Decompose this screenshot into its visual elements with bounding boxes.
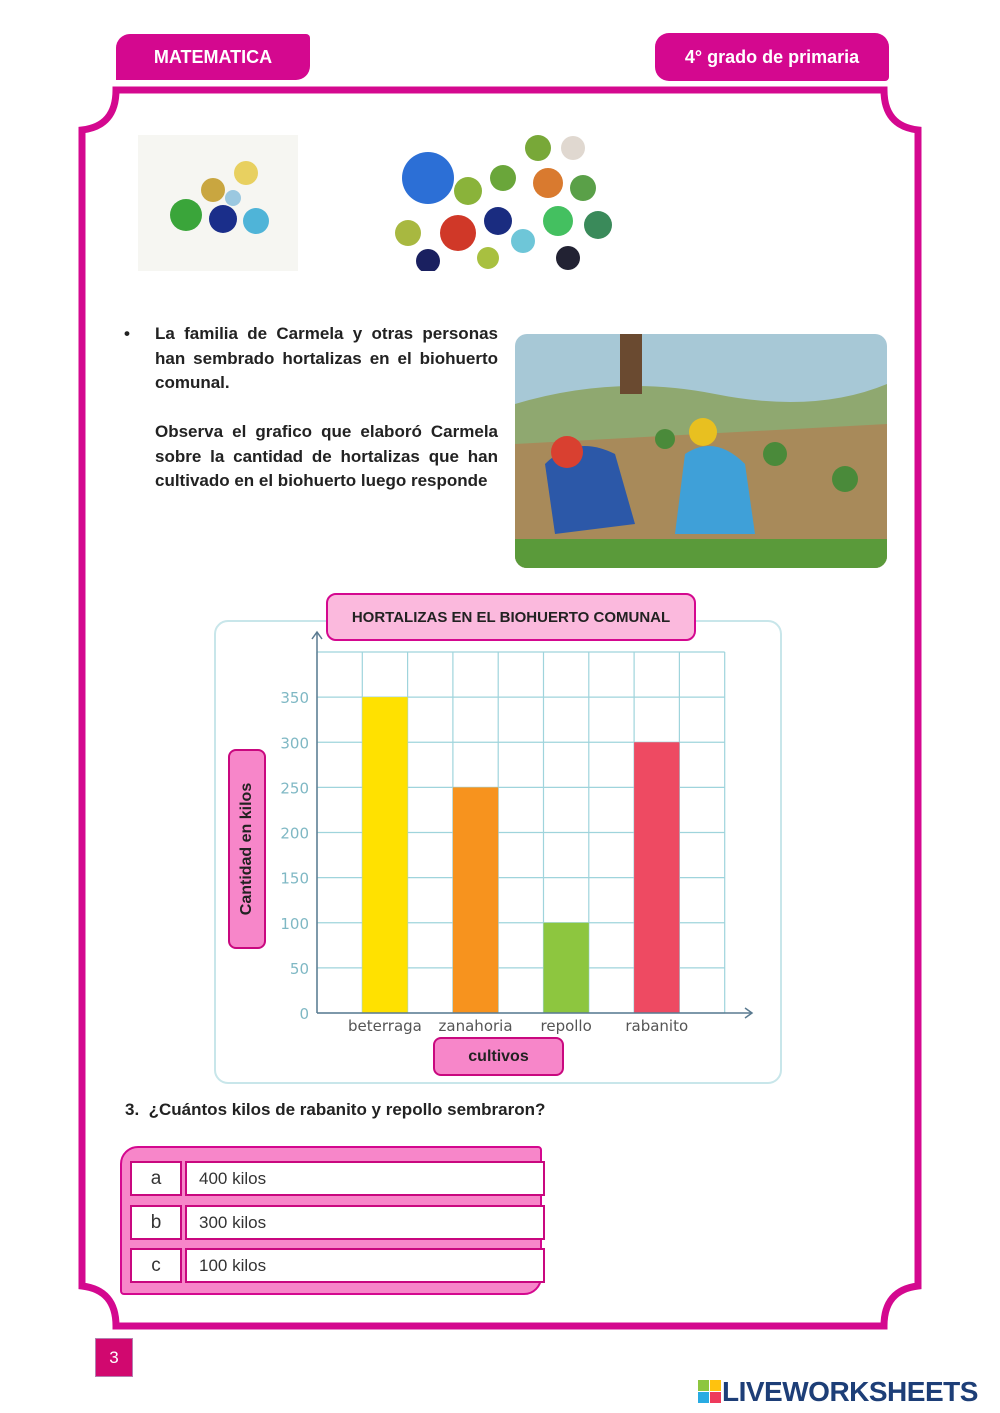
marbles-image-large: [395, 135, 612, 271]
grade-label: 4° grado de primaria: [684, 46, 860, 67]
x-tick-label: beterraga: [348, 1017, 422, 1035]
option-text: 400 kilos: [185, 1161, 545, 1196]
liveworksheets-logo: LIVEWORKSHEETS: [698, 1376, 978, 1408]
chart-title: HORTALIZAS EN EL BIOHUERTO COMUNAL: [326, 593, 696, 641]
y-tick-label: 0: [299, 1005, 309, 1023]
y-tick-label: 200: [280, 825, 309, 843]
y-tick-label: 50: [290, 960, 309, 978]
bar-repollo: [543, 922, 589, 1013]
instruction-text: Observa el grafico que elaboró Carmela s…: [155, 422, 498, 490]
x-tick-label: repollo: [541, 1017, 592, 1035]
y-tick-label: 350: [280, 689, 309, 707]
option-a[interactable]: a 400 kilos: [130, 1161, 545, 1196]
y-tick-label: 250: [280, 779, 309, 797]
question-text: ¿Cuántos kilos de rabanito y repollo sem…: [148, 1100, 546, 1119]
option-letter: b: [130, 1205, 182, 1240]
option-text: 300 kilos: [185, 1205, 545, 1240]
y-tick-label: 100: [280, 915, 309, 933]
garden-illustration: [515, 334, 887, 568]
option-letter: c: [130, 1248, 182, 1283]
y-axis-arrow: [311, 630, 323, 640]
subject-label: MATEMATICA: [153, 46, 273, 67]
x-tick-label: zanahoria: [439, 1017, 513, 1035]
x-axis-label: cultivos: [433, 1037, 564, 1076]
option-text: 100 kilos: [185, 1248, 545, 1283]
marbles-image-small: [138, 135, 298, 271]
live-logo-icon: [698, 1380, 721, 1403]
option-letter: a: [130, 1161, 182, 1196]
x-tick-label: rabanito: [625, 1017, 688, 1035]
option-c[interactable]: c 100 kilos: [130, 1248, 545, 1283]
question-number: 3.: [125, 1100, 140, 1119]
intro-text: La familia de Carmela y otras personas h…: [155, 324, 498, 392]
y-tick-label: 150: [280, 870, 309, 888]
y-axis-label-box: Cantidad en kilos: [228, 749, 266, 949]
subject-tab: MATEMATICA: [116, 34, 310, 80]
logo-text: LIVEWORKSHEETS: [722, 1376, 978, 1407]
x-axis-arrow: [744, 1007, 754, 1019]
page-frame: [78, 86, 922, 1330]
answer-options: a 400 kilos b 300 kilos c 100 kilos: [120, 1146, 545, 1295]
page-number: 3: [95, 1338, 133, 1377]
bar-zanahoria: [452, 787, 499, 1013]
y-tick-label: 300: [280, 734, 309, 752]
option-b[interactable]: b 300 kilos: [130, 1205, 545, 1240]
y-axis-label: Cantidad en kilos: [238, 782, 255, 916]
bullet-icon: •: [124, 324, 130, 343]
question-3: 3. ¿Cuántos kilos de rabanito y repollo …: [125, 1100, 545, 1120]
bar-beterraga: [362, 697, 408, 1013]
bar-rabanito: [634, 742, 680, 1013]
grade-tab: 4° grado de primaria: [655, 33, 889, 81]
